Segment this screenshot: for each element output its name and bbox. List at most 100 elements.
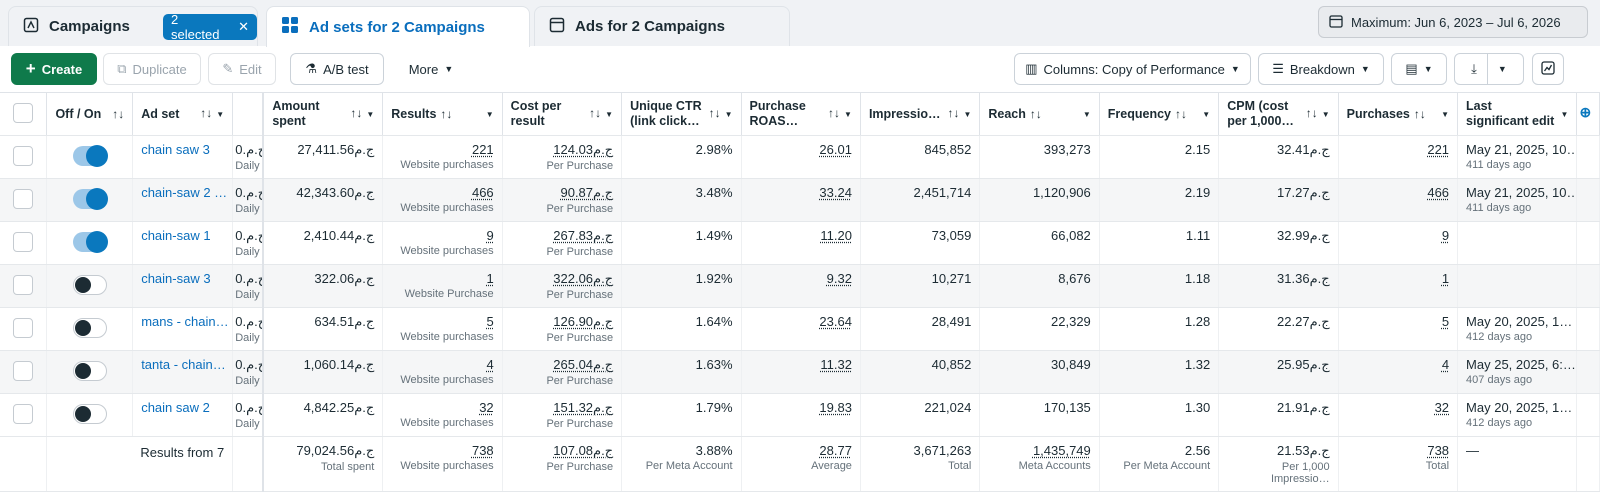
caret-down-icon[interactable]: ▼ xyxy=(963,110,971,119)
cpr-value[interactable]: 267.83ج.م xyxy=(553,228,613,243)
delivery-toggle[interactable] xyxy=(73,318,107,338)
row-checkbox[interactable] xyxy=(13,404,33,424)
sort-icon[interactable]: ↑↓ xyxy=(350,106,362,120)
caret-down-icon[interactable]: ▼ xyxy=(216,110,224,119)
cpr-value[interactable]: 124.03ج.م xyxy=(553,142,613,157)
caret-down-icon[interactable]: ▼ xyxy=(725,110,733,119)
purchases-value[interactable]: 1 xyxy=(1442,271,1449,286)
more-button[interactable]: More ▼ xyxy=(396,53,466,85)
tab-campaigns[interactable]: Campaigns 2 selected ✕ xyxy=(8,6,258,46)
add-column[interactable]: ⊕ xyxy=(1577,93,1600,136)
caret-down-icon[interactable]: ▼ xyxy=(844,110,852,119)
adset-name-link[interactable]: chain-saw 3 xyxy=(141,271,210,286)
results-value[interactable]: 32 xyxy=(479,400,493,415)
cpr-value[interactable]: 151.32ج.م xyxy=(553,400,613,415)
roas-value[interactable]: 9.32 xyxy=(827,271,852,286)
col-last-edit[interactable]: Last significant edit ▼ xyxy=(1458,93,1577,136)
sort-icon[interactable]: ↑↓ xyxy=(828,106,840,120)
delivery-toggle[interactable] xyxy=(73,275,107,295)
row-checkbox[interactable] xyxy=(13,189,33,209)
selected-chip[interactable]: 2 selected ✕ xyxy=(163,14,257,40)
sort-icon[interactable]: ↑↓ xyxy=(589,106,601,120)
roas-value[interactable]: 19.83 xyxy=(819,400,852,415)
table-row[interactable]: chain-saw 10.ج.مDaily2,410.44ج.م9Website… xyxy=(0,222,1600,265)
edit-button[interactable]: ✎ Edit xyxy=(208,53,276,85)
adset-name-link[interactable]: chain saw 2 xyxy=(141,400,210,415)
col-uctr[interactable]: Unique CTR (link click… ↑↓ ▼ xyxy=(622,93,741,136)
roas-value[interactable]: 26.01 xyxy=(819,142,852,157)
total-reach-value[interactable]: 1,435,749 xyxy=(1033,443,1091,458)
caret-down-icon[interactable]: ▼ xyxy=(1202,107,1210,122)
caret-down-icon[interactable]: ▼ xyxy=(366,110,374,119)
purchases-value[interactable]: 9 xyxy=(1442,228,1449,243)
results-value[interactable]: 9 xyxy=(486,228,493,243)
sort-icon[interactable]: ↑↓ xyxy=(200,106,212,120)
results-value[interactable]: 4 xyxy=(486,357,493,372)
table-row[interactable]: tanta - chain… 0.ج.م Daily 1,060.14ج.م 4 Webs… xyxy=(0,351,1600,394)
table-row[interactable]: chain-saw 3 0.ج.م Daily 322.06ج.م 1 Website P… xyxy=(0,265,1600,308)
col-cpm[interactable]: CPM (cost per 1,000… ↑↓ ▼ xyxy=(1219,93,1338,136)
total-results-value[interactable]: 738 xyxy=(472,443,494,458)
col-impressions[interactable]: Impressio… ↑↓ ▼ xyxy=(860,93,979,136)
caret-down-icon[interactable]: ▼ xyxy=(1561,107,1569,122)
delivery-toggle[interactable] xyxy=(73,404,107,424)
sort-icon[interactable]: ↑↓ xyxy=(1175,107,1187,121)
total-cpr-value[interactable]: 107.08ج.م xyxy=(553,443,613,458)
adset-name-link[interactable]: chain saw 3 xyxy=(141,142,210,157)
sort-icon[interactable]: ↑↓ xyxy=(1414,107,1426,121)
sort-icon[interactable]: ↑↓ xyxy=(440,107,452,121)
row-checkbox[interactable] xyxy=(13,361,33,381)
col-offon[interactable]: Off / On ↑↓ xyxy=(47,93,133,136)
row-checkbox[interactable] xyxy=(13,232,33,252)
create-button[interactable]: + Create xyxy=(11,53,97,85)
reports-button[interactable]: ▤ ▼ xyxy=(1391,53,1447,85)
results-value[interactable]: 1 xyxy=(486,271,493,286)
roas-value[interactable]: 11.20 xyxy=(820,228,852,243)
sort-icon[interactable]: ↑↓ xyxy=(112,107,124,122)
duplicate-button[interactable]: ⧉ Duplicate xyxy=(103,53,201,85)
col-adset[interactable]: Ad set ↑↓ ▼ xyxy=(133,93,233,136)
row-checkbox[interactable] xyxy=(13,146,33,166)
delivery-toggle[interactable] xyxy=(73,232,107,252)
col-frequency[interactable]: Frequency ↑↓ ▼ xyxy=(1099,93,1218,136)
sort-icon[interactable]: ↑↓ xyxy=(1306,106,1318,120)
tab-adsets[interactable]: Ad sets for 2 Campaigns xyxy=(266,6,530,47)
delivery-toggle[interactable] xyxy=(73,189,107,209)
breakdown-button[interactable]: ☰ Breakdown ▼ xyxy=(1258,53,1384,85)
sort-icon[interactable]: ↑↓ xyxy=(1030,107,1042,121)
columns-button[interactable]: ▥ Columns: Copy of Performance ▼ xyxy=(1014,53,1251,85)
purchases-value[interactable]: 5 xyxy=(1442,314,1449,329)
caret-down-icon[interactable]: ▼ xyxy=(1322,110,1330,119)
table-row[interactable]: chain saw 3 0.ج.م Daily 27,411.56ج.م 221 Webs… xyxy=(0,136,1600,179)
table-row[interactable]: mans - chain… 0.ج.م Daily 634.51ج.م 5 Website… xyxy=(0,308,1600,351)
results-value[interactable]: 466 xyxy=(472,185,494,200)
purchases-value[interactable]: 221 xyxy=(1427,142,1449,157)
cpr-value[interactable]: 322.06ج.م xyxy=(553,271,613,286)
chart-button[interactable] xyxy=(1532,53,1564,85)
purchases-value[interactable]: 4 xyxy=(1442,357,1449,372)
adset-name-link[interactable]: chain-saw 1 xyxy=(141,228,210,243)
roas-value[interactable]: 33.24 xyxy=(819,185,852,200)
row-checkbox[interactable] xyxy=(13,275,33,295)
results-value[interactable]: 221 xyxy=(472,142,494,157)
roas-value[interactable]: 23.64 xyxy=(819,314,852,329)
caret-down-icon[interactable]: ▼ xyxy=(1083,107,1091,122)
total-roas-value[interactable]: 28.77 xyxy=(819,443,852,458)
close-icon[interactable]: ✕ xyxy=(238,19,249,35)
date-range-button[interactable]: Maximum: Jun 6, 2023 – Jul 6, 2026 xyxy=(1318,6,1588,38)
caret-down-icon[interactable]: ▼ xyxy=(1441,107,1449,122)
delivery-toggle[interactable] xyxy=(73,361,107,381)
col-cpr[interactable]: Cost per result ↑↓ ▼ xyxy=(502,93,621,136)
col-amount[interactable]: Amount spent ↑↓ ▼ xyxy=(263,93,382,136)
export-button[interactable]: ⤓ ▼ xyxy=(1454,53,1524,85)
caret-down-icon[interactable]: ▼ xyxy=(486,107,494,122)
adset-name-link[interactable]: tanta - chain… xyxy=(141,357,226,372)
adset-name-link[interactable]: mans - chain… xyxy=(141,314,228,329)
table-row[interactable]: chain saw 2 0.ج.م Daily 4,842.25ج.م 32 Websit… xyxy=(0,394,1600,437)
purchases-value[interactable]: 466 xyxy=(1427,185,1449,200)
col-roas[interactable]: Purchase ROAS… ↑↓ ▼ xyxy=(741,93,860,136)
purchases-value[interactable]: 32 xyxy=(1435,400,1449,415)
ab-test-button[interactable]: ⚗ A/B test xyxy=(290,53,384,85)
add-column-icon[interactable]: ⊕ xyxy=(1579,104,1591,120)
total-purchases-value[interactable]: 738 xyxy=(1427,443,1449,458)
